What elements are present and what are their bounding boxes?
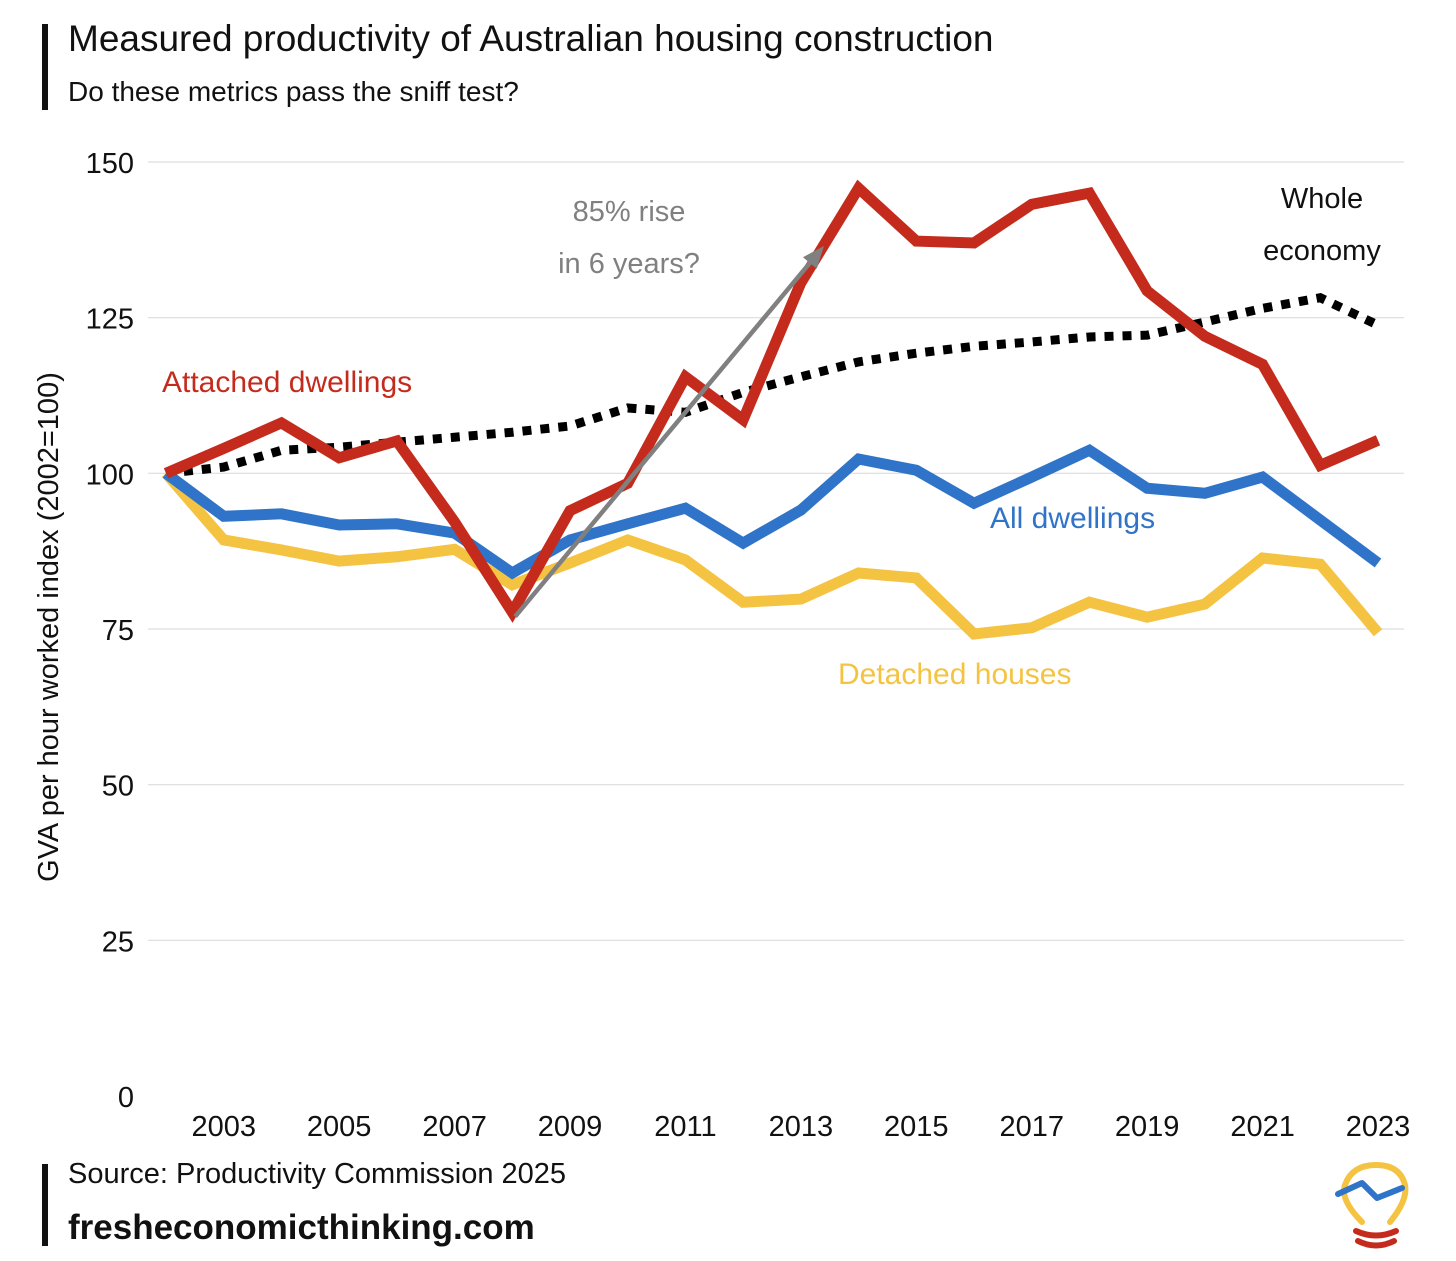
y-tick-label: 25 [102,926,134,958]
title-accent-bar [42,24,48,110]
series-line-detached [161,469,1383,640]
footer-accent-bar [42,1164,48,1246]
chart-subtitle: Do these metrics pass the sniff test? [68,76,519,107]
x-tick-label: 2013 [769,1111,834,1143]
label-whole-economy-1: Whole [1281,183,1363,215]
y-tick-label: 150 [86,148,134,180]
x-tick-label: 2003 [191,1111,256,1143]
label-all-dwellings: All dwellings [990,502,1155,535]
annotation-arrow-head-icon [802,246,824,269]
label-attached-dwellings: Attached dwellings [162,366,412,399]
chart-title: Measured productivity of Australian hous… [68,18,994,59]
y-tick-label: 125 [86,304,134,336]
label-whole-economy-2: economy [1263,235,1381,267]
x-tick-label: 2021 [1230,1111,1295,1143]
y-axis-label: GVA per hour worked index (2002=100) [33,372,65,882]
annotation-text-2: in 6 years? [558,248,700,280]
annotation-text-1: 85% rise [573,196,686,228]
series-line-attached [163,179,1381,623]
y-tick-label: 0 [118,1082,134,1114]
x-tick-label: 2009 [538,1111,603,1143]
x-tick-label: 2011 [654,1111,716,1143]
x-tick-label: 2015 [884,1111,949,1143]
y-tick-label: 50 [102,771,134,803]
x-tick-label: 2007 [422,1111,487,1143]
x-tick-label: 2019 [1115,1111,1180,1143]
label-detached-houses: Detached houses [838,658,1072,691]
x-tick-label: 2017 [999,1111,1064,1143]
annotation-arrow-shaft [513,261,812,618]
source-note: Source: Productivity Commission 2025 [68,1158,567,1190]
x-tick-label: 2005 [307,1111,372,1143]
y-tick-label: 100 [86,459,134,491]
x-tick-label: 2023 [1346,1111,1411,1143]
y-tick-label: 75 [102,615,134,647]
series-line-all [162,444,1382,580]
website-link[interactable]: fresheconomicthinking.com [68,1208,535,1247]
lightbulb-logo-icon [1335,1161,1409,1249]
